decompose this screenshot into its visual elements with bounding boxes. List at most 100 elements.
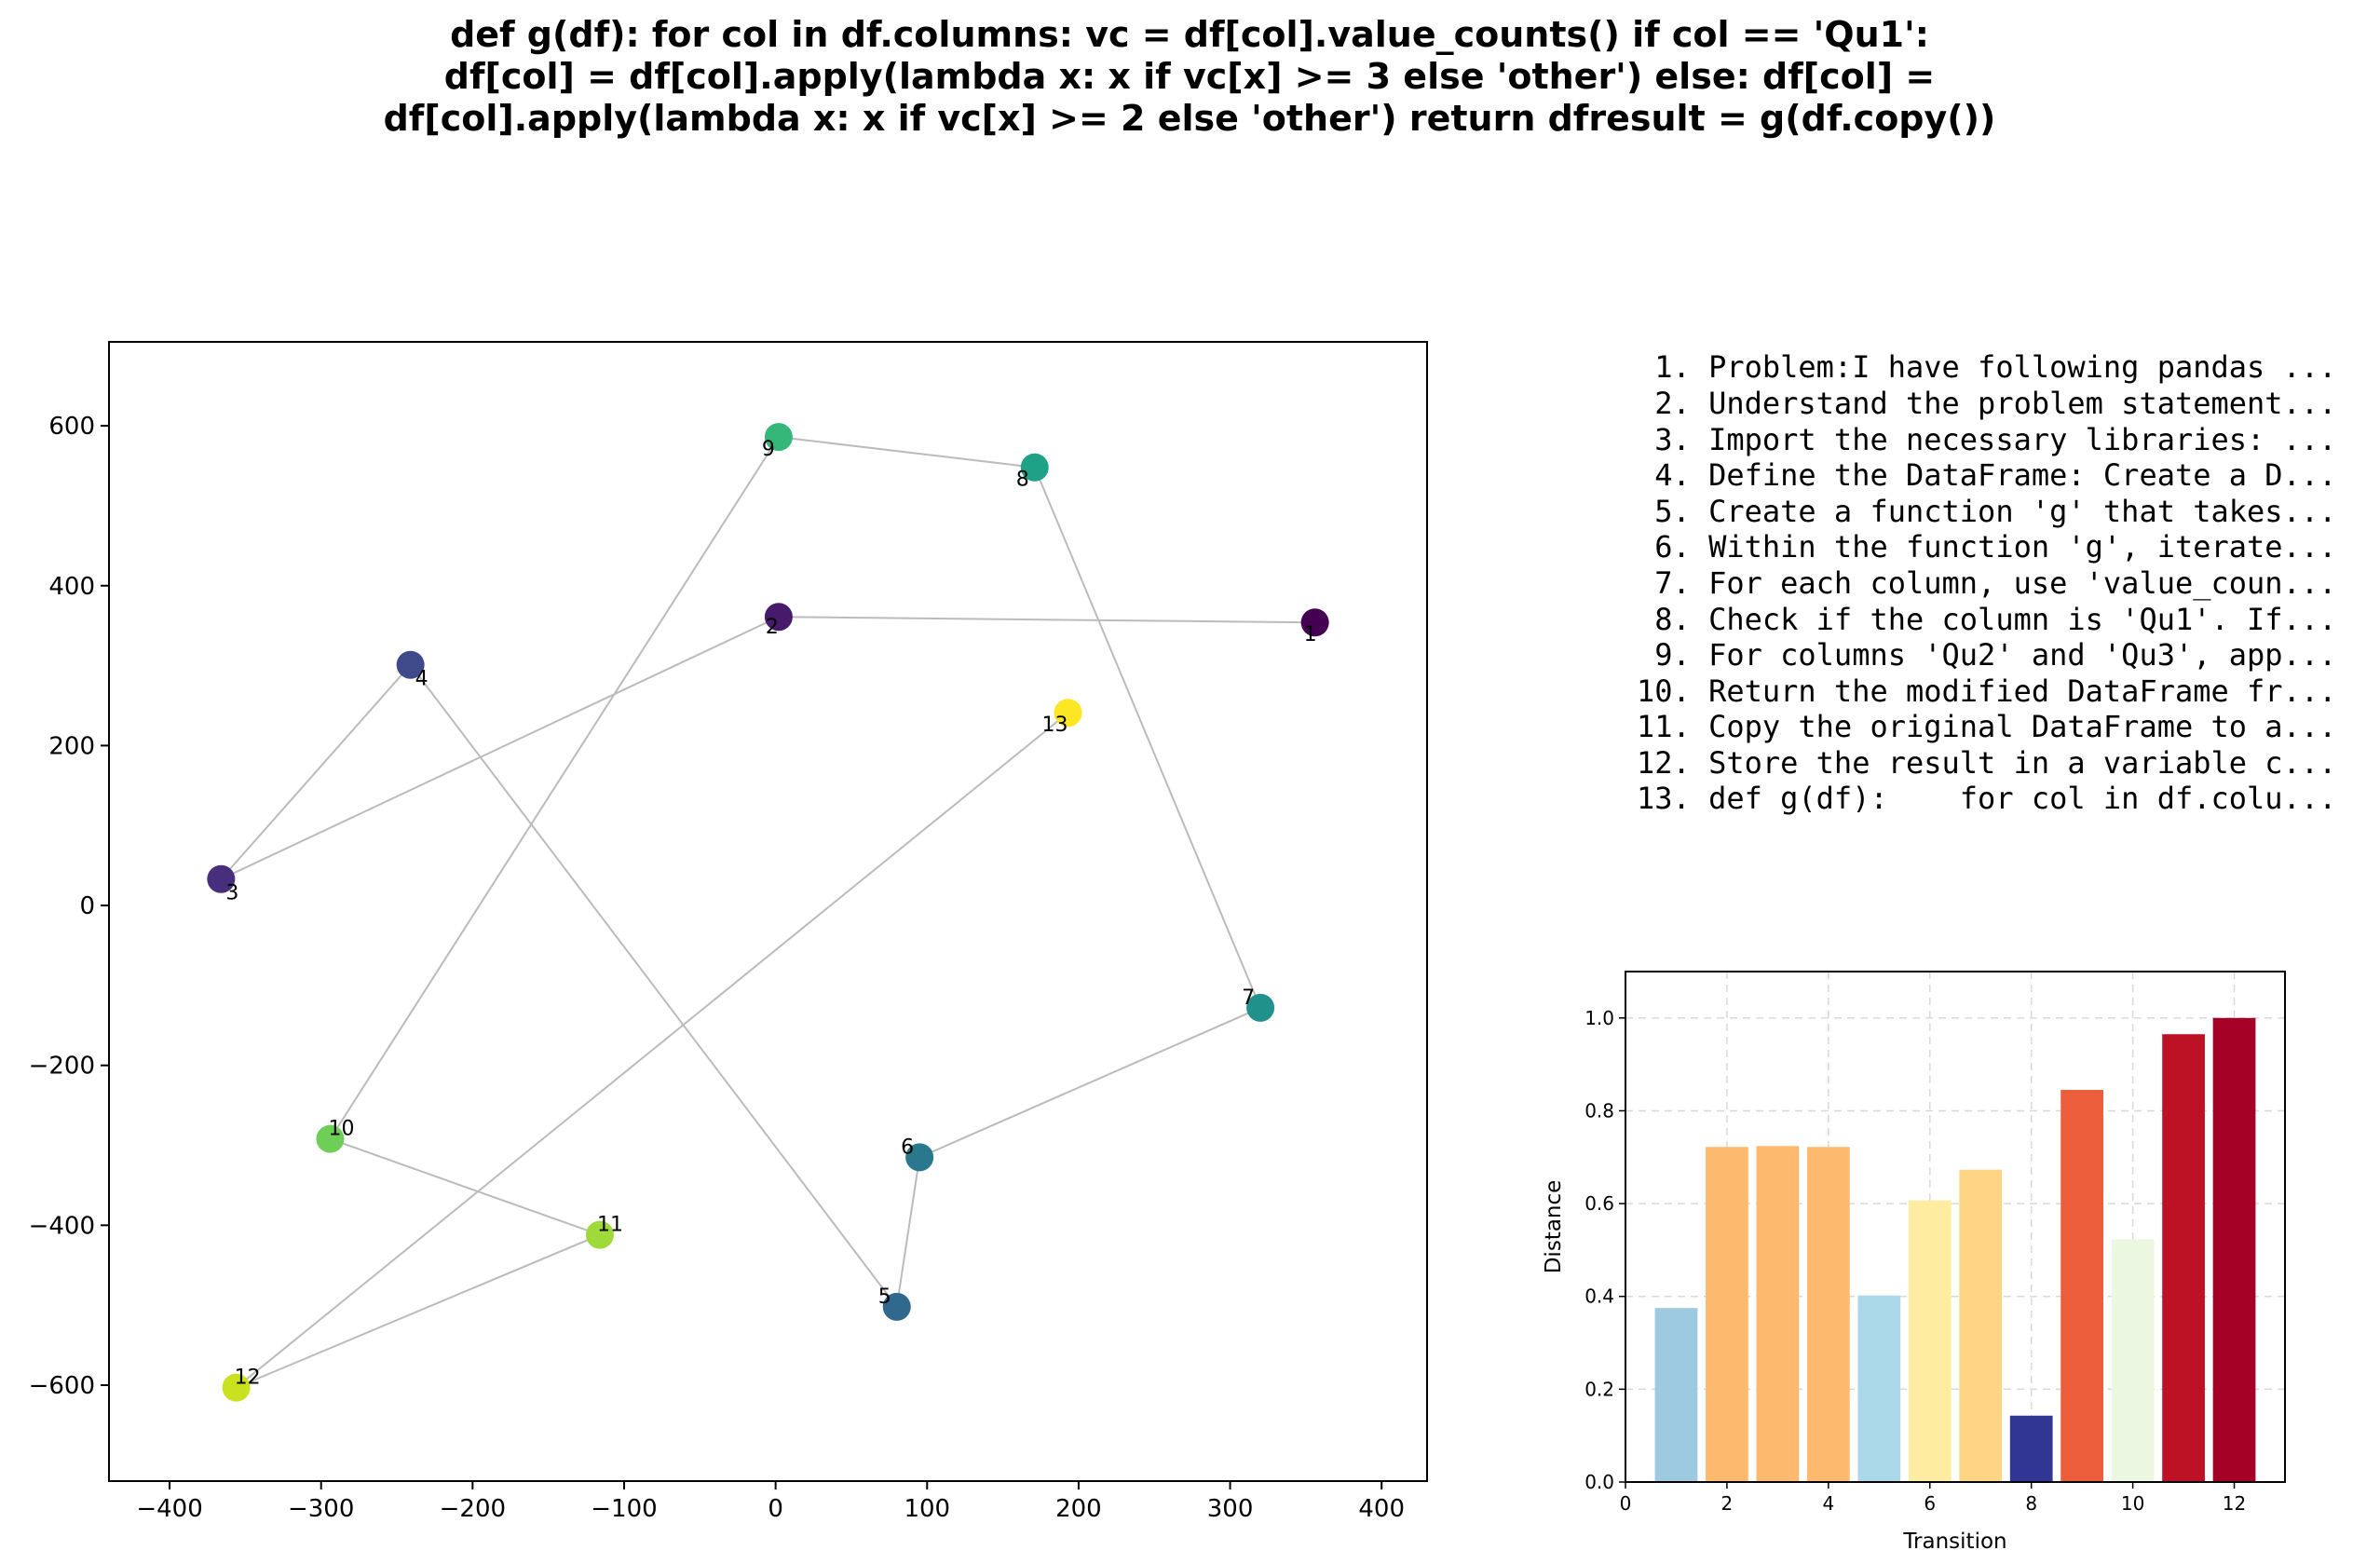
scatter-connecting-line <box>220 616 780 880</box>
scatter-connecting-lines <box>220 436 1315 1389</box>
bar-x-tick-label: 4 <box>1822 1492 1834 1515</box>
bar-x-tick-label: 0 <box>1620 1492 1632 1515</box>
scatter-point-6 <box>905 1143 934 1172</box>
bar-chart-frame <box>1625 971 2286 1483</box>
scatter-point-5 <box>882 1292 911 1321</box>
step-item-9: 9. For columns 'Qu2' and 'Qu3', app... <box>1637 637 2336 673</box>
bar-chart-axis-ticks: 0 2 4 6 8 10 12 0.0 0.2 0.4 0.6 0.8 1.0 <box>1584 1007 2246 1515</box>
scatter-point-13 <box>1054 699 1082 728</box>
bar-x-tick-label: 12 <box>2223 1492 2246 1515</box>
scatter-connecting-line <box>1033 467 1262 1009</box>
steps-list: 1. Problem:I have following pandas ... 2… <box>1637 349 2336 816</box>
scatter-connecting-line <box>235 712 1069 1389</box>
bar-transition-1 <box>1654 1308 1698 1482</box>
scatter-point-10 <box>316 1124 345 1153</box>
scatter-connecting-line <box>329 436 780 1140</box>
scatter-x-tick-label: 300 <box>1207 1495 1254 1523</box>
bar-transition-6 <box>1908 1200 1952 1482</box>
step-item-1: 1. Problem:I have following pandas ... <box>1637 349 2336 385</box>
bar-y-tick-label: 0.0 <box>1584 1471 1614 1493</box>
scatter-x-tick-label: 400 <box>1358 1495 1405 1523</box>
scatter-y-tick-label: −600 <box>29 1372 95 1400</box>
scatter-point-2 <box>764 603 793 632</box>
step-item-11: 11. Copy the original DataFrame to a... <box>1637 709 2336 744</box>
scatter-x-tick-label: −300 <box>288 1495 354 1523</box>
bar-transition-8 <box>2009 1415 2053 1482</box>
scatter-point-9 <box>764 423 793 452</box>
scatter-point-label-8: 8 <box>1016 469 1029 492</box>
scatter-point-label-5: 5 <box>878 1285 891 1309</box>
scatter-point-label-2: 2 <box>766 616 779 639</box>
scatter-connecting-line <box>778 616 1315 624</box>
step-item-10: 10. Return the modified DataFrame fr... <box>1637 673 2336 709</box>
bar-transition-7 <box>1959 1169 2003 1482</box>
step-item-5: 5. Create a function 'g' that takes... <box>1637 494 2336 529</box>
bar-transition-11 <box>2162 1034 2205 1482</box>
scatter-plot: −400 −300 −200 −100 0 100 200 300 400−600−400−20… <box>29 341 1428 1523</box>
bar-chart-ylabel: Distance <box>1542 1180 1566 1274</box>
bar-x-tick-label: 8 <box>2025 1492 2037 1515</box>
title-line-2: df[col] = df[col].apply(lambda x: x if v… <box>444 56 1935 97</box>
scatter-x-tick-label: 100 <box>904 1495 950 1523</box>
scatter-point-label-10: 10 <box>328 1118 354 1141</box>
scatter-y-tick-label: 0 <box>79 892 95 920</box>
scatter-point-label-1: 1 <box>1304 623 1317 646</box>
step-item-8: 8. Check if the column is 'Qu1'. If... <box>1637 602 2336 637</box>
title-line-3: df[col].apply(lambda x: x if vc[x] >= 2 … <box>384 98 1996 139</box>
scatter-point-12 <box>222 1373 251 1402</box>
scatter-point-1 <box>1300 608 1329 637</box>
bar-transition-12 <box>2212 1017 2256 1482</box>
step-item-6: 6. Within the function 'g', iterate... <box>1637 529 2336 564</box>
scatter-point-label-7: 7 <box>1242 986 1255 1010</box>
step-item-12: 12. Store the result in a variable c... <box>1637 745 2336 781</box>
bar-x-tick-label: 6 <box>1924 1492 1936 1515</box>
step-item-2: 2. Understand the problem statement... <box>1637 386 2336 421</box>
scatter-point-label-6: 6 <box>901 1136 914 1159</box>
step-item-13: 13. def g(df): for col in df.colu... <box>1637 781 2336 816</box>
scatter-connecting-line <box>220 664 412 880</box>
scatter-point-4 <box>396 650 425 679</box>
bar-transition-2 <box>1706 1147 1748 1482</box>
scatter-point-11 <box>585 1220 614 1249</box>
scatter-connecting-line <box>918 1007 1261 1159</box>
scatter-y-tick-label: 200 <box>48 732 95 760</box>
step-item-3: 3. Import the necessary libraries: ... <box>1637 422 2336 457</box>
bar-transition-4 <box>1806 1147 1850 1482</box>
bar-transition-10 <box>2111 1239 2155 1482</box>
bar-transition-9 <box>2060 1090 2104 1482</box>
step-item-4: 4. Define the DataFrame: Create a D... <box>1637 457 2336 493</box>
bar-transition-3 <box>1756 1146 1800 1482</box>
scatter-connecting-line <box>778 436 1035 469</box>
scatter-connecting-line <box>895 1157 921 1308</box>
scatter-connecting-line <box>330 1137 601 1236</box>
scatter-x-tick-label: −400 <box>136 1495 202 1523</box>
scatter-x-tick-label: −100 <box>591 1495 657 1523</box>
bar-y-tick-label: 0.8 <box>1584 1099 1614 1122</box>
bar-x-tick-label: 10 <box>2121 1492 2144 1515</box>
scatter-plot-frame <box>108 341 1428 1482</box>
scatter-x-tick-label: 200 <box>1055 1495 1102 1523</box>
bar-y-tick-label: 1.0 <box>1584 1007 1614 1029</box>
scatter-point-label-3: 3 <box>225 882 238 905</box>
step-item-7: 7. For each column, use 'value_coun... <box>1637 565 2336 601</box>
scatter-point-label-13: 13 <box>1042 714 1068 737</box>
bar-y-tick-label: 0.2 <box>1584 1378 1614 1400</box>
scatter-point-label-4: 4 <box>415 668 428 691</box>
bar-y-tick-label: 0.6 <box>1584 1192 1614 1215</box>
scatter-x-tick-label: 0 <box>768 1495 783 1523</box>
scatter-axis-ticks: −400 −300 −200 −100 0 100 200 300 400−600−400−20… <box>29 413 1405 1523</box>
scatter-point-label-11: 11 <box>597 1214 623 1237</box>
scatter-y-tick-label: −200 <box>29 1053 95 1081</box>
bar-x-tick-label: 2 <box>1721 1492 1734 1515</box>
scatter-point-7 <box>1246 993 1275 1022</box>
scatter-point-8 <box>1020 453 1049 482</box>
scatter-y-tick-label: 600 <box>48 413 95 441</box>
scatter-point-label-9: 9 <box>762 438 775 461</box>
scatter-y-tick-label: 400 <box>48 573 95 601</box>
bar-y-tick-label: 0.4 <box>1584 1285 1614 1308</box>
scatter-connecting-line <box>236 1233 601 1389</box>
scatter-x-tick-label: −200 <box>440 1495 506 1523</box>
bar-chart: 0 2 4 6 8 10 12 0.0 0.2 0.4 0.6 0.8 1.0 Transition D… <box>1542 971 2286 1554</box>
